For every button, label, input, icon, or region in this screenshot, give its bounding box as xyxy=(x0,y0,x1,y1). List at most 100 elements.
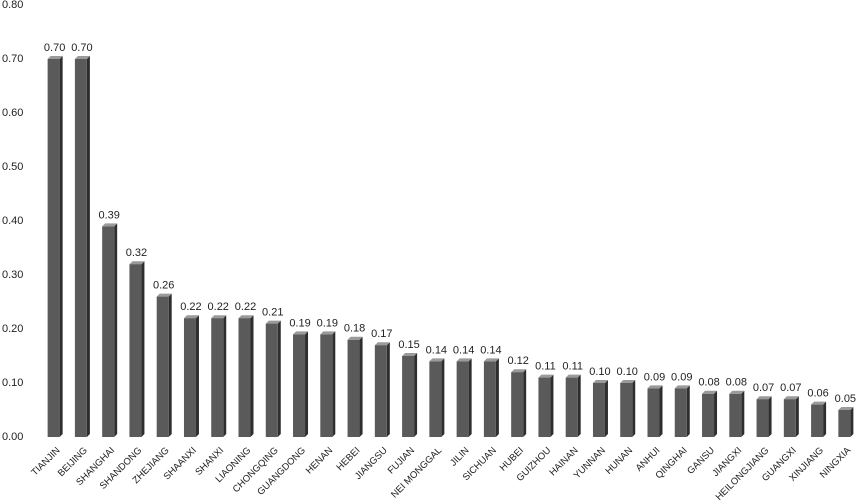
x-tick-label: HENAN xyxy=(304,445,335,476)
bar xyxy=(183,318,196,437)
bar xyxy=(647,388,660,437)
bar xyxy=(592,383,605,437)
bar-top xyxy=(347,336,363,340)
bar-top xyxy=(402,353,418,356)
value-label: 0.09 xyxy=(644,371,665,383)
value-label: 0.11 xyxy=(562,361,583,373)
bar-top xyxy=(538,374,554,378)
bar-top xyxy=(592,380,608,383)
bar xyxy=(74,59,87,437)
bar xyxy=(374,345,387,437)
value-label: 0.07 xyxy=(780,382,801,394)
bar-top xyxy=(702,390,718,394)
bar-top xyxy=(211,315,227,319)
bar-top xyxy=(129,261,145,265)
x-tick-label: NEI MONGGAL xyxy=(389,445,444,500)
bar-top xyxy=(374,342,390,346)
bar-side xyxy=(168,293,172,437)
x-tick-label: NINGXIA xyxy=(818,445,854,481)
value-label: 0.08 xyxy=(726,377,747,389)
bar-top xyxy=(293,331,309,335)
bar-top xyxy=(156,293,172,297)
bar xyxy=(265,323,278,437)
y-tick-label: 0.70 xyxy=(2,53,23,65)
bar-side xyxy=(386,342,390,437)
value-label: 0.22 xyxy=(208,301,229,313)
bar-top xyxy=(838,407,854,410)
bar xyxy=(811,404,824,437)
bar-side xyxy=(277,320,281,437)
value-label: 0.10 xyxy=(589,366,610,378)
y-tick-label: 0.40 xyxy=(2,215,23,227)
value-label: 0.22 xyxy=(180,301,201,313)
bar-side xyxy=(632,380,636,437)
bar-top xyxy=(620,380,636,383)
value-label: 0.70 xyxy=(71,42,92,54)
value-label: 0.10 xyxy=(617,366,638,378)
bar xyxy=(347,339,360,437)
y-tick-label: 0.30 xyxy=(2,269,23,281)
bar xyxy=(483,361,496,437)
y-tick-label: 0.00 xyxy=(2,431,23,443)
bar-side xyxy=(550,374,554,437)
y-tick-label: 0.10 xyxy=(2,377,23,389)
bar xyxy=(129,264,142,437)
bar-side xyxy=(59,56,63,437)
bar-side xyxy=(495,358,499,437)
bar-side xyxy=(741,390,745,437)
value-label: 0.06 xyxy=(807,388,828,400)
value-label: 0.32 xyxy=(126,247,147,259)
bar-side xyxy=(659,385,663,437)
bar-side xyxy=(86,56,90,437)
bar xyxy=(756,399,769,437)
bar xyxy=(620,383,633,437)
bar xyxy=(456,361,469,437)
value-label: 0.12 xyxy=(507,355,528,367)
x-tick-label: GUANGDONG xyxy=(255,445,308,498)
value-label: 0.15 xyxy=(398,339,419,351)
bar-top xyxy=(47,56,63,59)
bar-side xyxy=(523,369,527,437)
bar-side xyxy=(577,374,581,437)
bar-side xyxy=(768,396,772,437)
y-tick-label: 0.50 xyxy=(2,161,23,173)
bar-side xyxy=(114,223,118,437)
bar xyxy=(320,334,333,437)
bar-side xyxy=(223,315,227,437)
value-label: 0.19 xyxy=(289,317,310,329)
y-tick-label: 0.60 xyxy=(2,107,23,119)
bar xyxy=(102,226,115,437)
bar xyxy=(538,377,551,437)
bar-top xyxy=(320,331,336,335)
bar-top xyxy=(238,315,254,319)
bar xyxy=(783,399,796,437)
bar xyxy=(47,59,60,437)
bar-top xyxy=(756,396,772,400)
bar-top xyxy=(183,315,199,319)
bar xyxy=(674,388,687,437)
bar xyxy=(838,410,851,437)
bar xyxy=(729,393,742,437)
value-label: 0.22 xyxy=(235,301,256,313)
bar-top xyxy=(102,223,118,227)
bar-side xyxy=(823,401,827,437)
bar xyxy=(156,296,169,437)
value-label: 0.11 xyxy=(535,361,556,373)
bar xyxy=(511,372,524,437)
bar-top xyxy=(674,385,690,389)
bar xyxy=(402,356,415,437)
bar-side xyxy=(195,315,199,437)
bar-top xyxy=(647,385,663,389)
bar-top xyxy=(265,320,281,324)
value-label: 0.26 xyxy=(153,280,174,292)
bar-side xyxy=(414,353,418,437)
bar xyxy=(429,361,442,437)
value-label: 0.07 xyxy=(753,382,774,394)
bar-side xyxy=(795,396,799,437)
bar-top xyxy=(565,374,581,378)
bar-side xyxy=(305,331,309,437)
bar-top xyxy=(783,396,799,400)
bar-side xyxy=(441,358,445,437)
bar-side xyxy=(604,380,608,437)
value-label: 0.18 xyxy=(344,323,365,335)
